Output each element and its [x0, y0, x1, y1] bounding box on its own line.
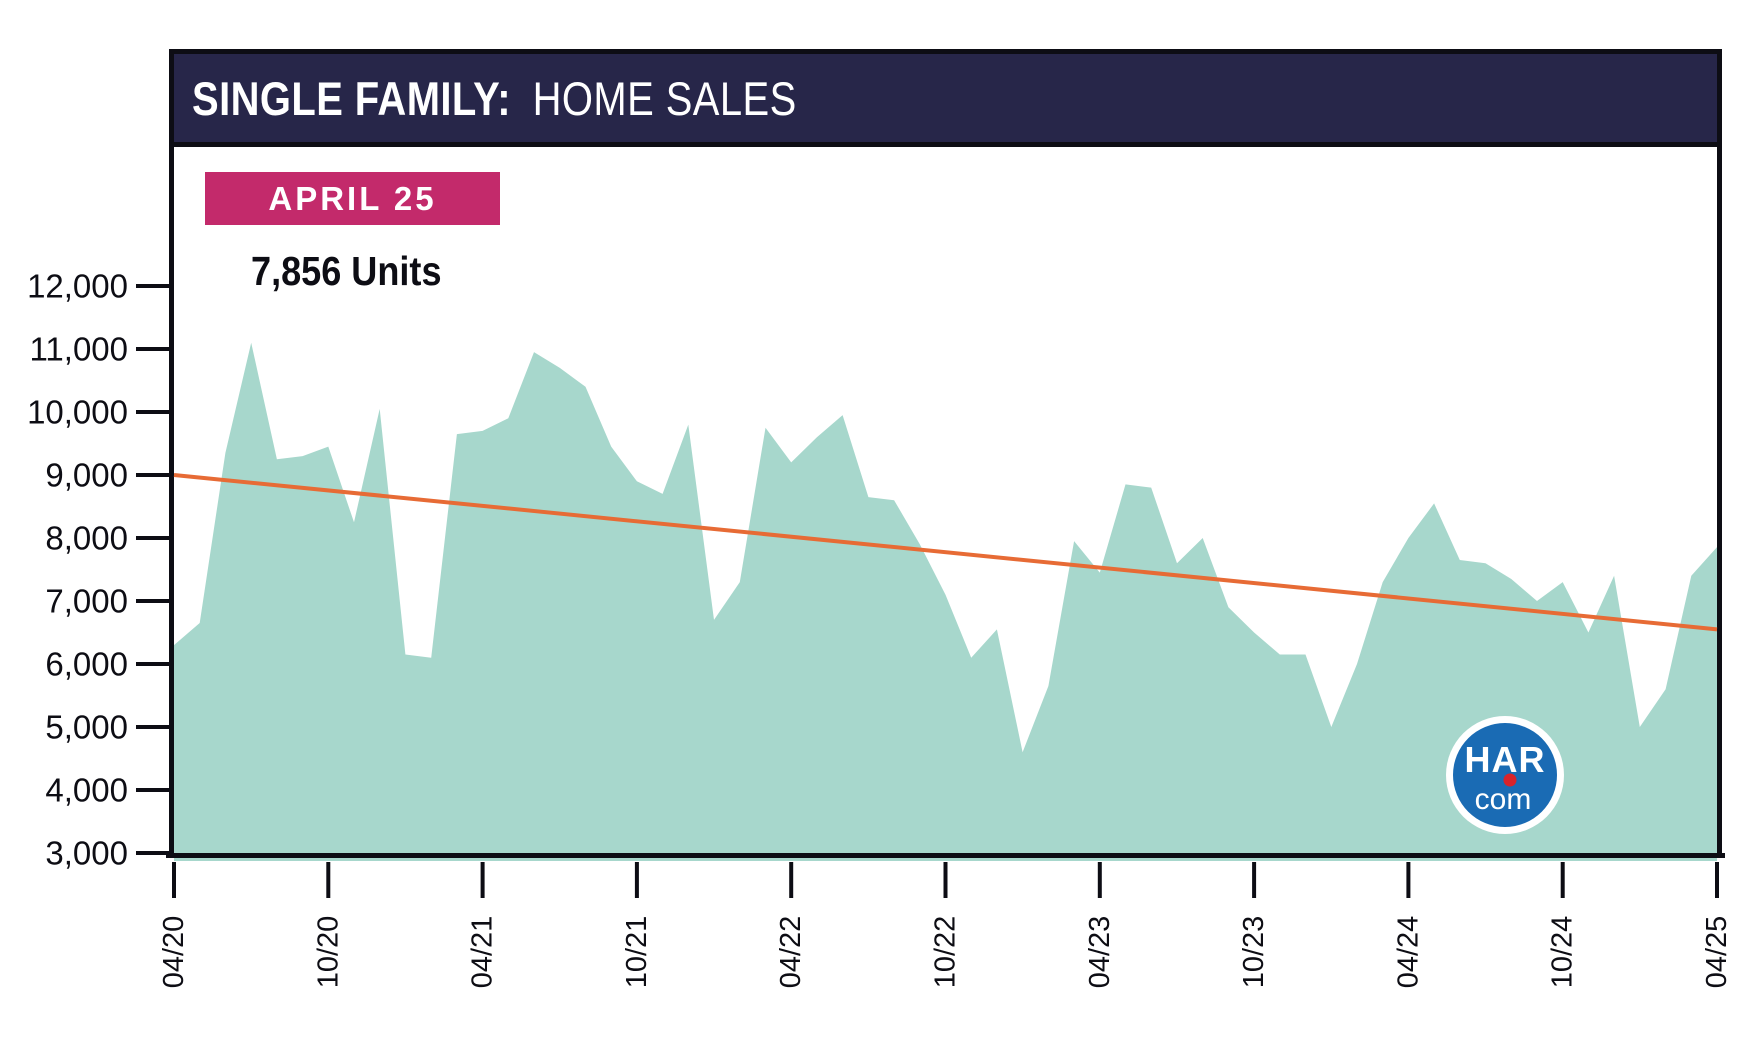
harcom-logo-icon — [1453, 723, 1557, 827]
harcom-logo-text-bottom: com — [1475, 783, 1532, 816]
x-tick-label: 04/25 — [1701, 916, 1733, 989]
trend-line — [173, 473, 1718, 632]
harcom-logo-dot — [1503, 773, 1517, 787]
y-tick-label: 11,000 — [30, 331, 128, 368]
y-tick-label: 12,000 — [27, 268, 128, 305]
x-tick-label: 04/21 — [467, 916, 499, 989]
x-tick-label: 10/20 — [312, 916, 344, 989]
y-tick-label: 7,000 — [45, 583, 128, 620]
y-tick-label: 6,000 — [45, 646, 128, 683]
sales-area-series — [174, 342, 1717, 861]
chart-title-bar: SINGLE FAMILY: HOME SALES — [169, 49, 1722, 147]
x-tick-label: 10/23 — [1238, 916, 1270, 989]
y-tick-label: 9,000 — [45, 457, 128, 494]
chart-title-primary: SINGLE FAMILY: — [192, 71, 511, 125]
period-badge: APRIL 25 — [205, 172, 500, 225]
x-tick-label: 10/21 — [621, 916, 653, 989]
x-tick-label: 04/24 — [1392, 916, 1424, 989]
chart-title: SINGLE FAMILY: HOME SALES — [192, 71, 797, 126]
y-tick-label: 4,000 — [45, 772, 128, 809]
y-tick-label: 5,000 — [45, 709, 128, 746]
latest-value-label: 7,856 Units — [251, 248, 442, 294]
x-tick-label: 04/22 — [775, 916, 807, 989]
y-tick-label: 3,000 — [45, 835, 128, 872]
y-tick-label: 8,000 — [45, 520, 128, 557]
y-tick-label: 10,000 — [27, 394, 128, 431]
chart-title-secondary: HOME SALES — [532, 71, 797, 125]
x-tick-label: 10/24 — [1547, 916, 1579, 989]
harcom-logo-text-top: HAR — [1465, 739, 1546, 780]
x-tick-label: 04/20 — [158, 916, 190, 989]
x-tick-label: 04/23 — [1084, 916, 1116, 989]
x-tick-label: 10/22 — [930, 916, 962, 989]
